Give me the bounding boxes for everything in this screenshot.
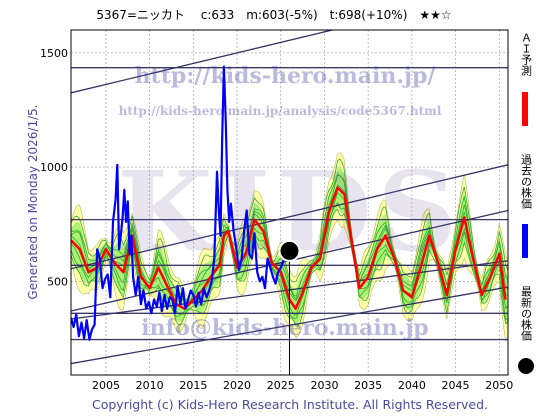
x-tick-label: 2005: [92, 379, 120, 392]
watermark: KIDS http://kids-hero.main.jp/ http://ki…: [117, 63, 457, 341]
x-tick-label: 2025: [267, 379, 295, 392]
legend-swatch-past: [522, 224, 528, 258]
watermark-url-analysis: http://kids-hero.main.jp/analysis/code53…: [119, 104, 442, 118]
x-tick-label: 2030: [310, 379, 338, 392]
legend-label-ai: ＡＩ予測: [520, 32, 533, 77]
x-tick-label: 2045: [442, 379, 470, 392]
x-tick-label: 2010: [136, 379, 164, 392]
latest-marker: [278, 239, 301, 375]
generated-note: Generated on Monday 2026/1/5.: [26, 104, 40, 299]
legend-swatch-ai: [522, 92, 528, 126]
legend-dot-latest: [518, 358, 534, 374]
x-tick-label: 2035: [354, 379, 382, 392]
y-tick-label: 1000: [40, 161, 68, 174]
watermark-url-main: http://kids-hero.main.jp/: [135, 63, 437, 89]
y-tick-label: 500: [47, 275, 68, 288]
legend-item-ai: ＡＩ予測: [520, 32, 533, 126]
legend-item-latest: 最新の株価: [518, 286, 534, 374]
series-past-price: [71, 65, 291, 341]
chart-title: 5367=ニッカト c:633 m:603(-5%) t:698(+10%) ★…: [96, 8, 451, 22]
trend-line: [71, 164, 508, 270]
legend: ＡＩ予測 過去の株価 最新の株価: [518, 32, 534, 374]
trend-line: [71, 30, 336, 94]
x-tick-label: 2015: [179, 379, 207, 392]
legend-label-past: 過去の株価: [520, 154, 533, 209]
legend-label-latest: 最新の株価: [520, 286, 533, 341]
watermark-email: info@kids-hero.main.jp: [141, 315, 428, 341]
y-tick-label: 1500: [40, 47, 68, 60]
x-tick-label: 2020: [223, 379, 251, 392]
x-tick-label: 2050: [485, 379, 513, 392]
latest-price-dot: [278, 239, 301, 262]
grid: [71, 30, 508, 375]
legend-item-past: 過去の株価: [520, 154, 533, 258]
copyright: Copyright (c) Kids-Hero Research Institu…: [92, 397, 488, 412]
plot-frame: [70, 29, 509, 376]
axis-ticks: 2005 2010 2015 2020 2025 2030 2035 2040 2045 2050…: [40, 47, 513, 392]
x-tick-label: 2040: [398, 379, 426, 392]
